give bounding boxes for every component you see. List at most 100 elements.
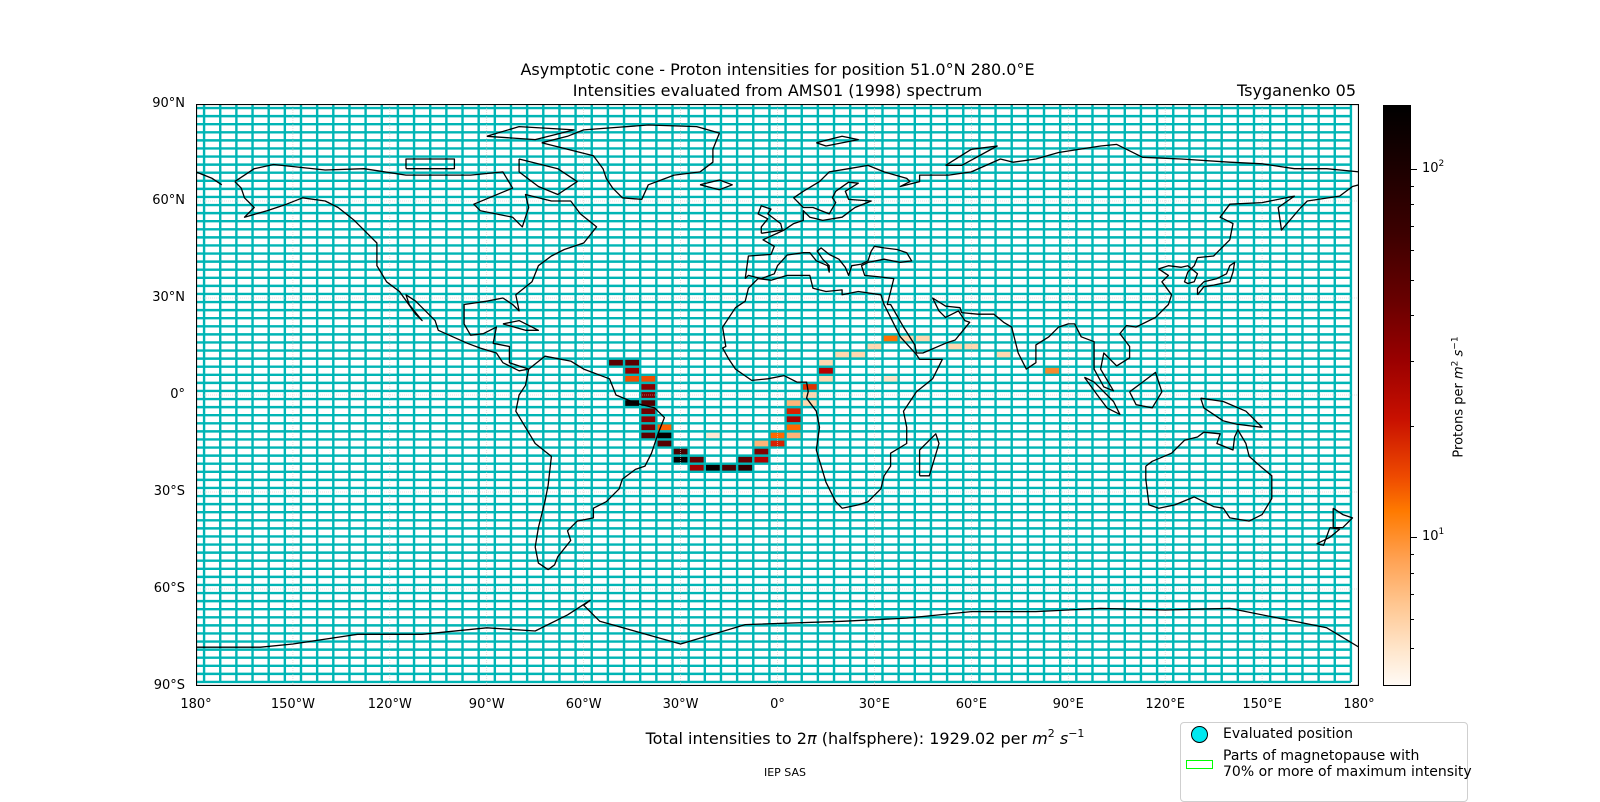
coastline: [744, 184, 1359, 392]
colorbar-minor-tick: [1411, 572, 1414, 574]
x-tick-label: 90°E: [1052, 697, 1084, 712]
intensity-cell: [624, 366, 641, 375]
chart-title: Asymptotic cone - Proton intensities for…: [520, 60, 1035, 79]
intensity-cell: [801, 390, 818, 400]
total-value: (halfsphere): 1929.02 per: [816, 729, 1033, 748]
intensity-cell: [753, 455, 770, 464]
intensity-cell: [1044, 366, 1061, 375]
intensity-cell: [769, 431, 786, 440]
coastline: [1332, 507, 1354, 529]
x-tick-label: 120°E: [1145, 697, 1185, 712]
intensity-cell: [753, 447, 770, 456]
map-plot: [196, 104, 1359, 686]
coastline: [757, 205, 783, 234]
intensity-cell: [640, 382, 657, 391]
x-tick-label: 60°W: [565, 697, 602, 712]
coastline: [1145, 429, 1273, 522]
evaluated-position-marker-icon: [1191, 726, 1208, 743]
intensity-cell: [785, 415, 802, 424]
intensity-cell: [656, 439, 673, 448]
intensity-cell: [785, 407, 802, 416]
total-intensity-text: Total intensities to 2π (halfsphere): 19…: [0, 727, 1600, 749]
intensity-cell: [704, 431, 721, 440]
x-tick-label: 150°W: [270, 697, 315, 712]
colorbar-label: Protons per m2 s−1: [1450, 336, 1467, 458]
coastline: [699, 179, 733, 191]
x-tick-label: 180°: [180, 697, 212, 712]
x-tick-label: 180°: [1343, 697, 1375, 712]
colorbar-minor-tick: [1411, 553, 1414, 555]
colorbar-tick-label: 101: [1422, 527, 1445, 545]
intensity-cell: [656, 431, 673, 440]
colorbar-tick-label: 102: [1422, 158, 1445, 176]
coastlines: [196, 124, 1359, 648]
intensity-cell: [640, 399, 657, 408]
intensity-cell: [624, 399, 641, 408]
x-tick-label: 120°W: [367, 697, 412, 712]
intensity-cell: [640, 431, 657, 440]
total-prefix: Total intensities to 2: [645, 729, 807, 748]
intensity-cell: [801, 382, 818, 391]
intensity-cell: [688, 455, 705, 464]
total-unit-s: s: [1059, 729, 1069, 748]
coastline: [515, 355, 666, 571]
y-tick-label: 30°S: [153, 484, 185, 499]
total-unit-m: m: [1032, 729, 1048, 748]
chart-subtitle: Intensities evaluated from AMS01 (1998) …: [572, 81, 983, 100]
coastline: [1196, 261, 1236, 296]
y-tick-label: 0°: [170, 387, 185, 402]
intensity-cell: [624, 374, 641, 383]
colorbar-minor-tick: [1411, 594, 1414, 596]
coastline: [721, 274, 943, 509]
colorbar-unit-m: m: [1451, 366, 1467, 380]
intensity-cell: [688, 463, 705, 472]
intensity-cell: [817, 358, 835, 367]
colorbar-minor-tick: [1411, 618, 1414, 620]
plot-frame: [196, 104, 1359, 686]
intensity-cell: [882, 334, 899, 343]
intensity-cell: [640, 374, 657, 383]
x-tick-label: 60°E: [955, 697, 987, 712]
intensity-cell: [607, 358, 625, 367]
coastline: [196, 171, 223, 186]
y-tick-label: 30°N: [152, 290, 185, 305]
colorbar-unit-s: s: [1451, 349, 1467, 357]
map-canvas: [196, 104, 1359, 686]
intensity-cell: [947, 342, 964, 351]
intensity-cell: [785, 423, 802, 432]
intensity-cell: [769, 439, 786, 448]
total-unit-s-exp: −1: [1068, 727, 1085, 740]
y-tick-label: 90°N: [152, 96, 185, 111]
y-tick-label: 60°N: [152, 193, 185, 208]
intensity-cell: [640, 415, 657, 424]
colorbar-label-text: Protons per: [1451, 379, 1467, 458]
colorbar-minor-tick: [1411, 426, 1414, 428]
coastline: [816, 135, 859, 147]
x-tick-label: 90°W: [468, 697, 505, 712]
x-tick-label: 0°: [770, 697, 785, 712]
intensity-cell: [737, 463, 754, 472]
colorbar-unit-m-exp: 2: [1450, 360, 1461, 367]
colorbar-minor-tick: [1411, 185, 1414, 187]
legend: Evaluated position Parts of magnetopause…: [1180, 722, 1472, 802]
coastline: [744, 143, 1359, 279]
coastline: [196, 599, 1359, 648]
coastline: [234, 163, 598, 372]
colorbar-minor-tick: [1411, 361, 1414, 363]
colorbar-major-tick: [1411, 537, 1417, 539]
x-tick-label: 150°E: [1242, 697, 1282, 712]
intensity-cell: [785, 431, 802, 440]
intensity-cell: [882, 374, 899, 383]
total-unit-m-exp: 2: [1047, 727, 1055, 740]
coastline: [918, 433, 940, 477]
intensity-cell: [834, 350, 851, 359]
coastline: [405, 158, 456, 170]
intensity-cell: [914, 334, 931, 343]
y-tick-label: 90°S: [153, 678, 185, 693]
intensity-cell: [720, 463, 738, 472]
colorbar-minor-tick: [1411, 279, 1414, 281]
intensity-cell: [817, 374, 835, 383]
intensity-cell: [704, 463, 721, 472]
coastline: [945, 145, 998, 167]
coastline: [1316, 526, 1341, 546]
